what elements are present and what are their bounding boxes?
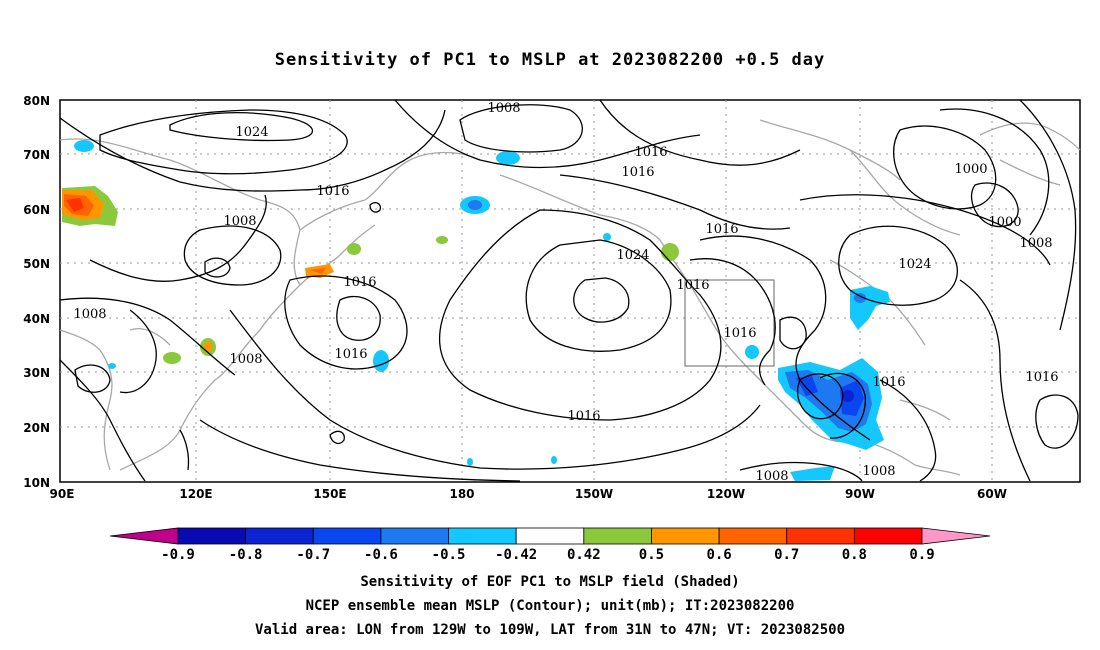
caption-line-1: Sensitivity of EOF PC1 to MSLP field (Sh…	[360, 574, 740, 590]
lat-label: 20N	[23, 421, 50, 435]
lat-label: 60N	[23, 203, 50, 217]
contour-label: 1016	[872, 375, 905, 390]
contour-label: 1016	[634, 145, 667, 160]
longitude-labels: 90E 120E 150E 180 150W 120W 90W 60W	[50, 487, 1007, 501]
colorbar-min-triangle	[109, 527, 179, 545]
lat-label: 50N	[23, 257, 50, 271]
contour-label: 1008	[487, 101, 520, 116]
valid-area-box	[684, 279, 775, 367]
lat-label: 80N	[23, 94, 50, 108]
colorbar-swatch	[515, 527, 585, 545]
colorbar-max-triangle	[921, 527, 991, 545]
contour-label: 1016	[567, 409, 600, 424]
colorbar-swatch	[853, 527, 923, 545]
lon-label: 90W	[845, 487, 875, 501]
contour-label: 1016	[705, 222, 738, 237]
lon-label: 180	[449, 487, 474, 501]
lat-label: 10N	[23, 476, 50, 490]
contour-label: 1016	[316, 184, 349, 199]
colorbar-swatch	[177, 527, 247, 545]
latitude-labels: 80N 70N 60N 50N 40N 30N 20N 10N	[23, 94, 50, 490]
contour-label: 1024	[235, 125, 268, 140]
colorbar-tick-label: 0.42	[567, 547, 601, 563]
colorbar-swatch	[786, 527, 855, 545]
lon-label: 150E	[313, 487, 346, 501]
colorbar-swatch	[245, 527, 314, 545]
contour-label: 1000	[954, 162, 987, 177]
lat-label: 70N	[23, 148, 50, 162]
colorbar-swatch	[583, 527, 652, 545]
colorbar-tick-label: 0.9	[909, 547, 934, 563]
colorbar-swatch	[380, 527, 449, 545]
coastlines	[59, 119, 1081, 476]
colorbar-tick-label: -0.9	[161, 547, 195, 563]
contour-label: 1024	[898, 257, 931, 272]
colorbar-tick-label: -0.8	[229, 547, 263, 563]
lon-label: 150W	[575, 487, 613, 501]
map-title: Sensitivity of PC1 to MSLP at 2023082200…	[274, 50, 826, 70]
contour-label: 1016	[723, 326, 756, 341]
mslp-contours	[59, 99, 1079, 482]
contour-label: 1008	[1019, 236, 1052, 251]
contour-label: 1008	[229, 352, 262, 367]
colorbar-swatch	[448, 527, 517, 545]
colorbar-tick-label: -0.7	[296, 547, 330, 563]
colorbar-tick-label: 0.5	[639, 547, 664, 563]
contour-label: 1024	[616, 248, 649, 263]
colorbar-tick-label: 0.6	[706, 547, 731, 563]
colorbar-swatch	[312, 527, 382, 545]
caption-line-2: NCEP ensemble mean MSLP (Contour); unit(…	[305, 598, 795, 614]
sensitivity-shading	[62, 140, 890, 481]
contour-label: 1000	[988, 215, 1021, 230]
colorbar-swatch	[718, 527, 788, 545]
lon-label: 90E	[50, 487, 75, 501]
lat-label: 40N	[23, 312, 50, 326]
contour-label: 1016	[676, 278, 709, 293]
contour-label: 1008	[73, 307, 106, 322]
colorbar-tick-label: 0.8	[842, 547, 867, 563]
colorbar-tick-label: -0.42	[495, 547, 537, 563]
lon-label: 120E	[179, 487, 212, 501]
contour-label: 1016	[1025, 370, 1058, 385]
colorbar-tick-label: -0.6	[364, 547, 398, 563]
contour-label: 1016	[621, 165, 654, 180]
contour-label: 1008	[223, 214, 256, 229]
lon-label: 120W	[707, 487, 745, 501]
contour-label: 1016	[334, 347, 367, 362]
colorbar-tick-label: 0.7	[774, 547, 799, 563]
colorbar-swatch	[651, 527, 720, 545]
caption-line-3: Valid area: LON from 129W to 109W, LAT f…	[254, 622, 845, 638]
lat-label: 30N	[23, 366, 50, 380]
colorbar-tick-label: -0.5	[432, 547, 466, 563]
colorbar	[109, 527, 991, 545]
contour-label: 1008	[862, 464, 895, 479]
colorbar-labels: -0.9 -0.8 -0.7 -0.6 -0.5 -0.42 0.42 0.5 0.6 0.7 0.…	[161, 547, 935, 563]
contour-labels: 1008 1024 1016 1016 1008 1016 1016 1008 …	[73, 101, 1058, 484]
contour-label: 1016	[343, 275, 376, 290]
grid-lines	[60, 100, 1080, 482]
contour-label: 1008	[755, 469, 788, 484]
lon-label: 60W	[977, 487, 1007, 501]
